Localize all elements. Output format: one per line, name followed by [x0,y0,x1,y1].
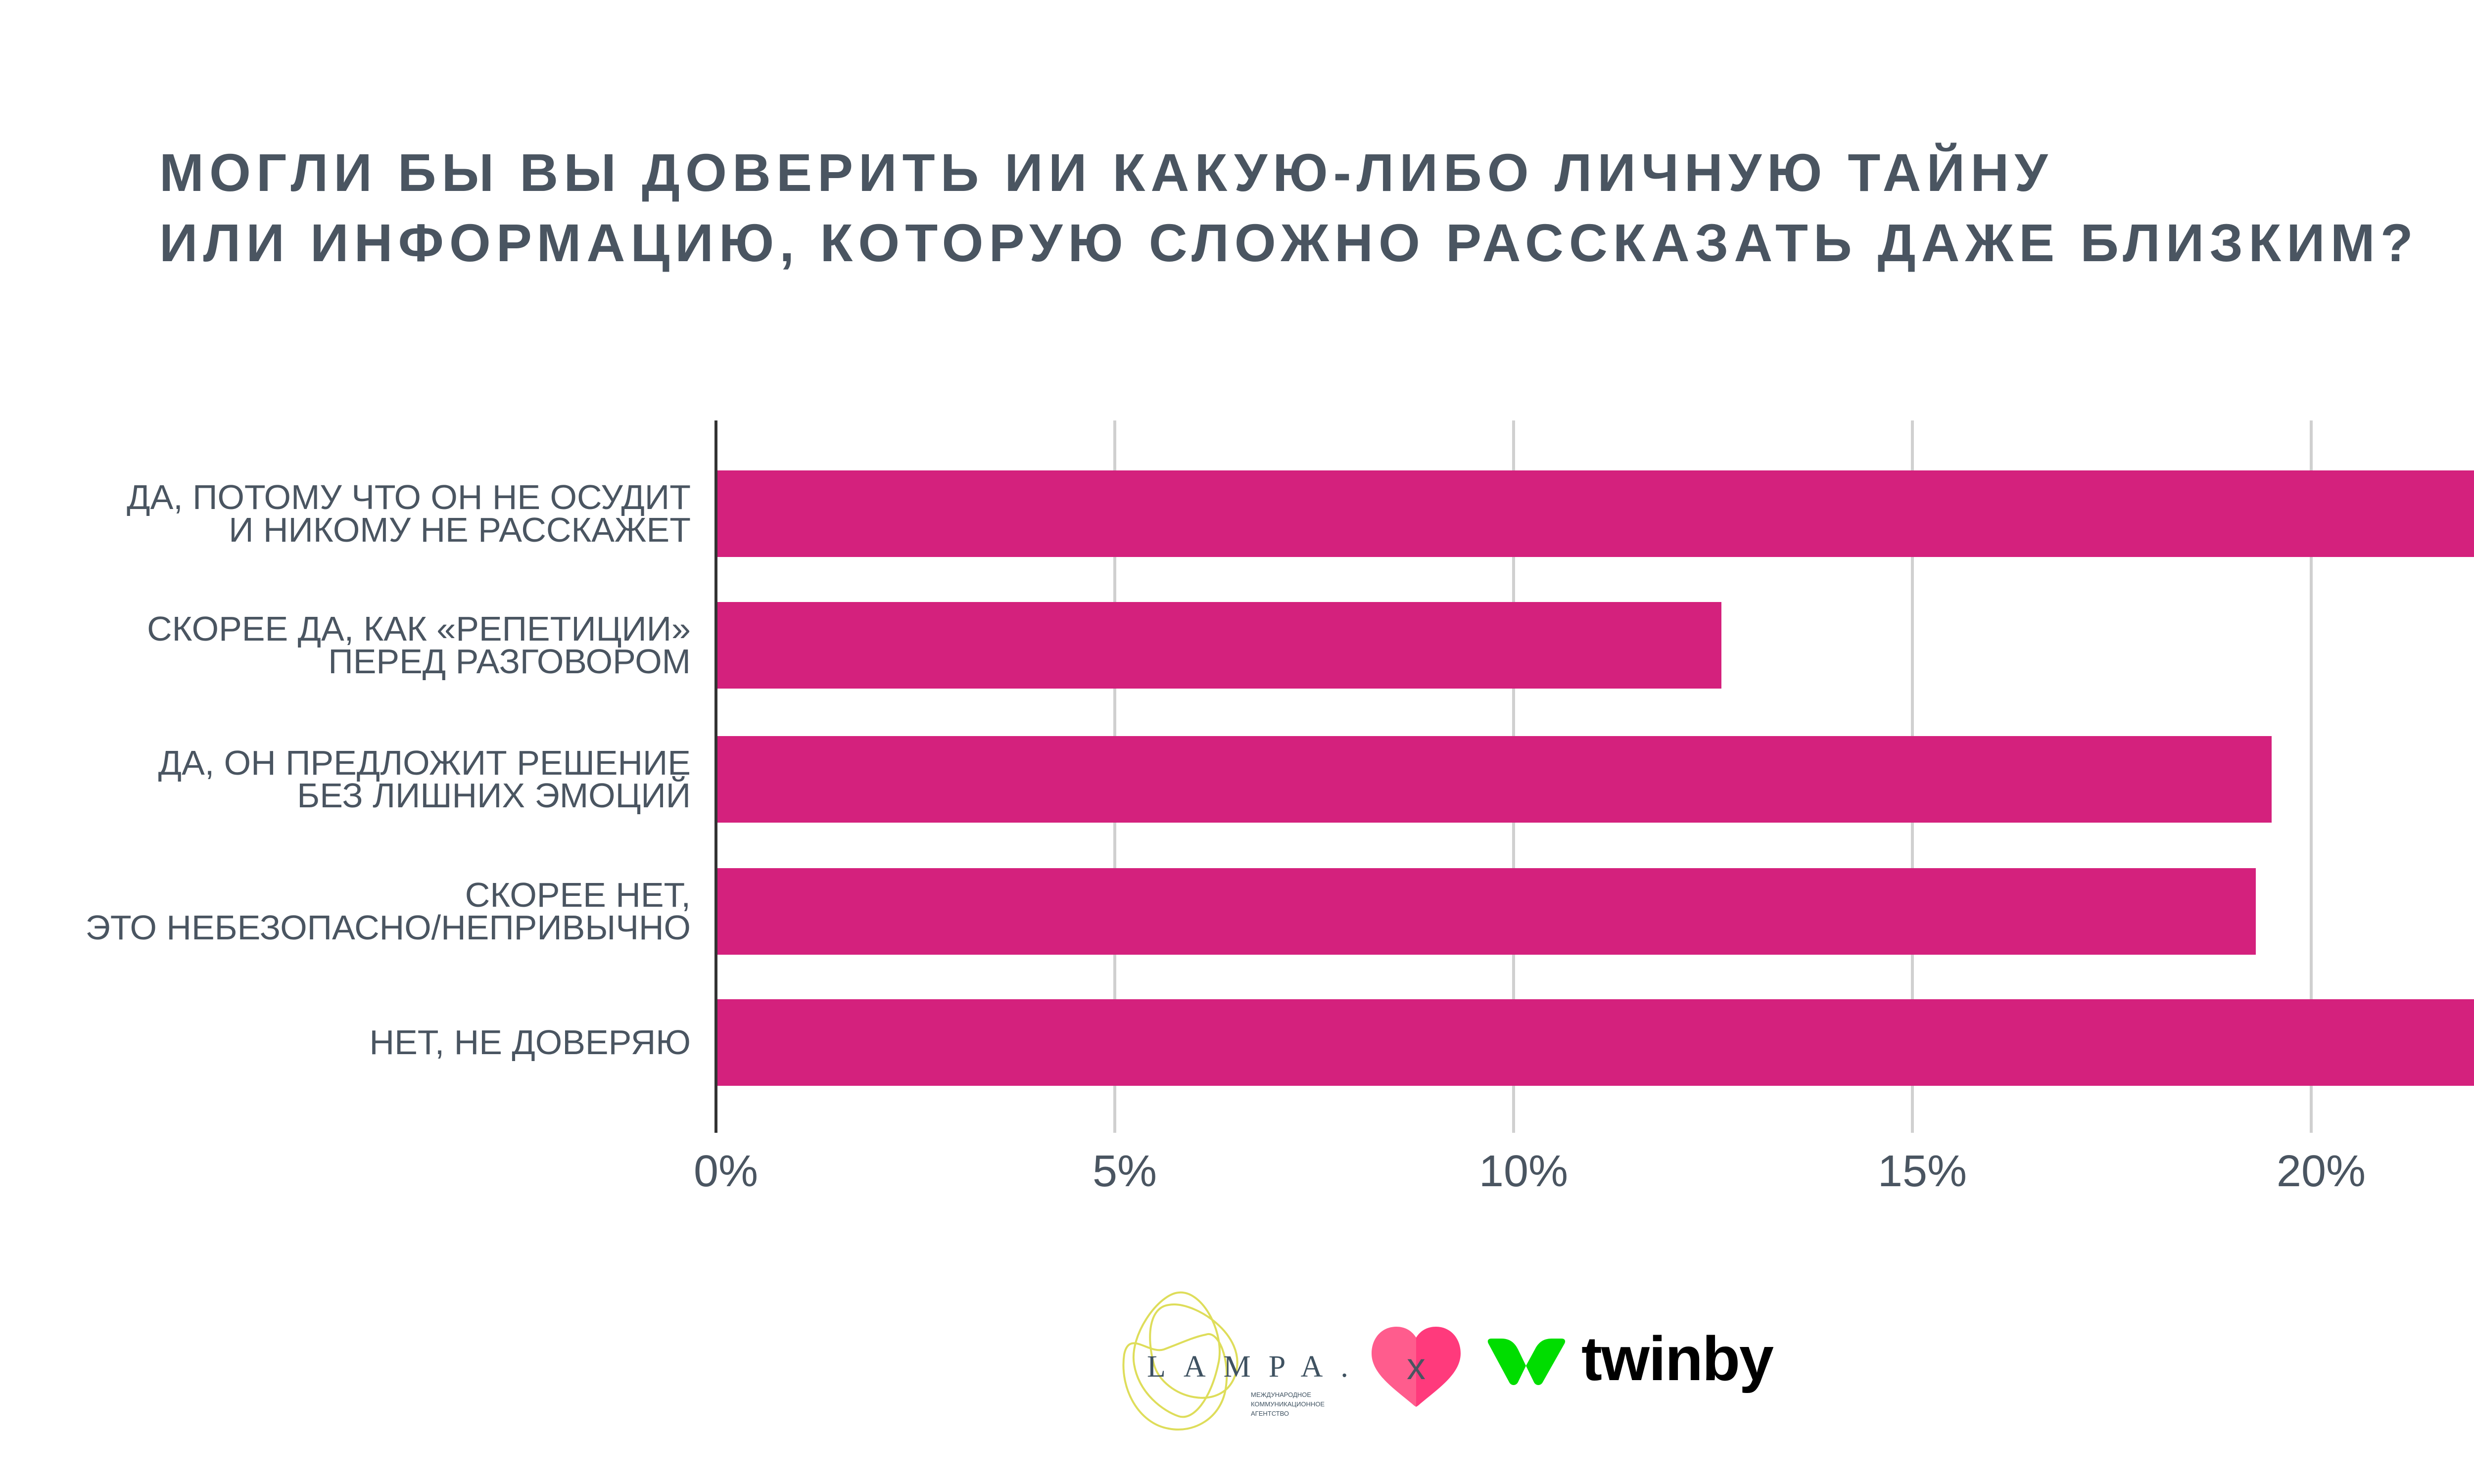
category-label-line: СКОРЕЕ НЕТ, [465,876,691,914]
bar-chart: ДА, ПОТОМУ ЧТО ОН НЕ ОСУДИТ И НИКОМУ НЕ … [48,420,2474,1196]
category-label: НЕТ, НЕ ДОВЕРЯЮ [48,1023,691,1062]
category-label: ДА, ОН ПРЕДЛОЖИТ РЕШЕНИЕ БЕЗ ЛИШНИХ ЭМОЦ… [48,743,691,815]
category-label-line: И НИКОМУ НЕ РАССКАЖЕТ [229,510,691,549]
lampa-logo-text: LAMPA. [1147,1350,1366,1384]
title-line-1: МОГЛИ БЫ ВЫ ДОВЕРИТЬ ИИ КАКУЮ-ЛИБО ЛИЧНУ… [159,142,2053,202]
twinby-logo-text: twinby [1581,1324,1774,1393]
category-label-line: СКОРЕЕ ДА, КАК «РЕПЕТИЦИИ» [147,609,691,648]
bar [717,999,2474,1086]
y-axis-line [714,420,717,1133]
category-label-line: ЭТО НЕБЕЗОПАСНО/НЕПРИВЫЧНО [85,908,691,947]
x-tick-label: 20% [2276,1147,2366,1196]
category-label: ДА, ПОТОМУ ЧТО ОН НЕ ОСУДИТ И НИКОМУ НЕ … [48,478,691,549]
x-tick-label: 5% [1092,1147,1157,1196]
twinby-logo-icon [1487,1339,1566,1385]
collab-separator: x [1407,1345,1426,1388]
gridline-20 [2310,420,2313,1133]
chart-title: МОГЛИ БЫ ВЫ ДОВЕРИТЬ ИИ КАКУЮ-ЛИБО ЛИЧНУ… [159,138,2419,278]
category-label-line: ДА, ОН ПРЕДЛОЖИТ РЕШЕНИЕ [158,743,691,782]
x-tick-label: 15% [1877,1147,1967,1196]
category-label-line: БЕЗ ЛИШНИХ ЭМОЦИЙ [297,776,691,815]
bar [717,470,2474,557]
x-tick-label: 10% [1478,1147,1569,1196]
category-label-line: ПЕРЕД РАЗГОВОРОМ [328,642,691,681]
category-label-line: ДА, ПОТОМУ ЧТО ОН НЕ ОСУДИТ [127,478,691,516]
category-label: СКОРЕЕ НЕТ, ЭТО НЕБЕЗОПАСНО/НЕПРИВЫЧНО [48,876,691,947]
category-label-line: НЕТ, НЕ ДОВЕРЯЮ [369,1023,691,1062]
bar [717,868,2256,955]
bar [717,736,2272,823]
lampa-rings-icon [1122,1291,1238,1431]
heart-icon [1372,1327,1461,1407]
lampa-subtitle-line: КОММУНИКАЦИОННОЕ [1251,1400,1325,1408]
lampa-logo-subtitle: МЕЖДУНАРОДНОЕ КОММУНИКАЦИОННОЕ АГЕНТСТВО [1251,1390,1325,1418]
title-line-2: ИЛИ ИНФОРМАЦИЮ, КОТОРУЮ СЛОЖНО РАССКАЗАТ… [159,213,2419,273]
x-tick-label: 0% [693,1147,759,1196]
lampa-subtitle-line: МЕЖДУНАРОДНОЕ [1251,1391,1311,1398]
bar [717,602,1721,689]
category-label: СКОРЕЕ ДА, КАК «РЕПЕТИЦИИ» ПЕРЕД РАЗГОВО… [48,609,691,681]
lampa-subtitle-line: АГЕНТСТВО [1251,1410,1289,1417]
